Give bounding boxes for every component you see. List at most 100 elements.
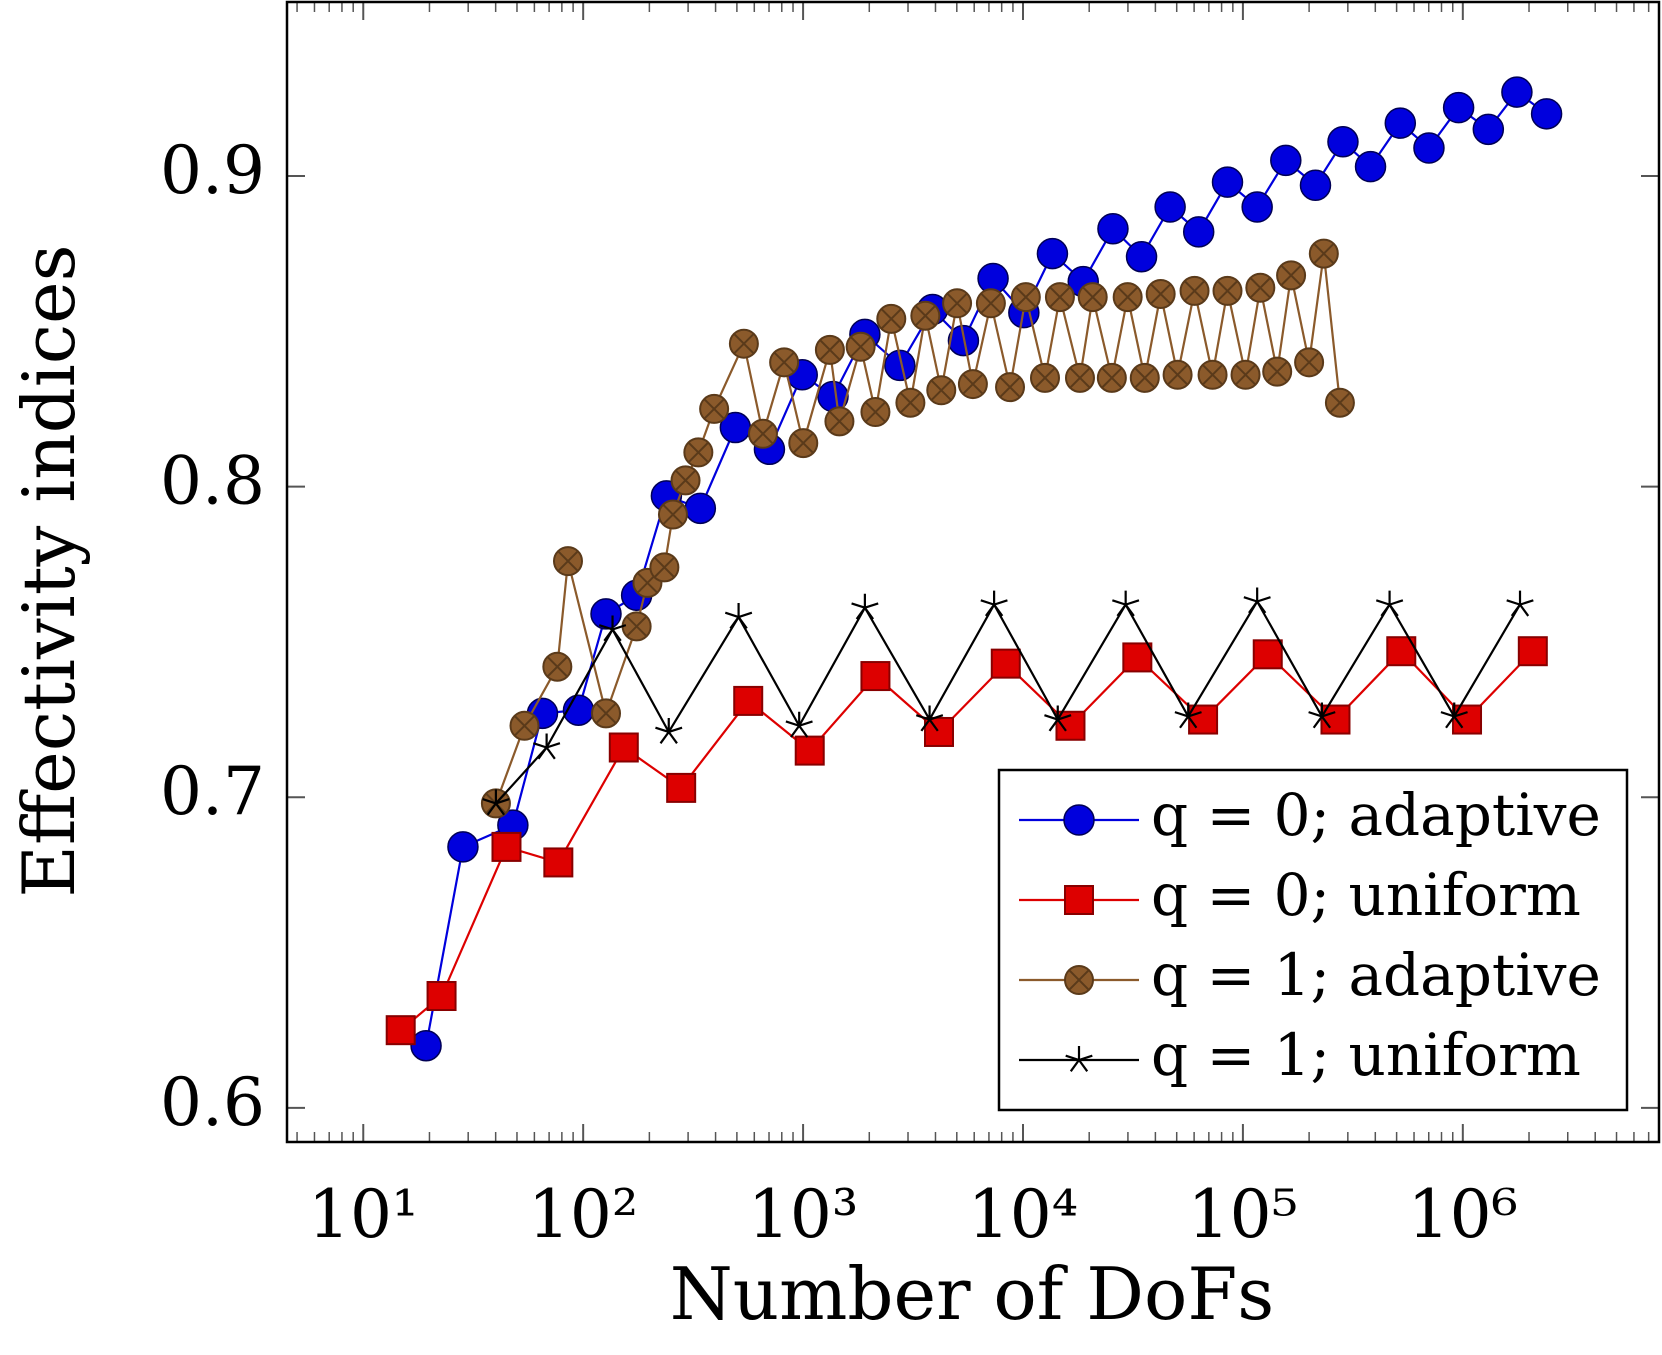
marker-shape xyxy=(590,598,622,630)
marker-shape xyxy=(1112,590,1140,617)
marker-shape xyxy=(1117,286,1139,308)
marker xyxy=(1044,705,1072,732)
marker xyxy=(1188,704,1219,735)
marker-shape xyxy=(1442,91,1475,124)
marker-shape xyxy=(557,550,579,572)
marker-shape xyxy=(946,292,968,314)
marker-shape xyxy=(1280,264,1302,286)
marker xyxy=(552,546,583,577)
marker-shape xyxy=(1472,113,1505,146)
marker-shape xyxy=(999,376,1021,398)
marker xyxy=(1375,590,1404,617)
marker xyxy=(1440,702,1468,729)
marker xyxy=(1243,587,1271,614)
marker xyxy=(1122,642,1153,673)
marker xyxy=(785,711,813,738)
marker xyxy=(1182,216,1215,248)
marker-shape xyxy=(1182,216,1215,248)
marker xyxy=(910,300,941,331)
marker xyxy=(1197,359,1228,390)
marker xyxy=(699,393,730,424)
marker xyxy=(1324,387,1355,418)
marker-shape xyxy=(915,705,944,732)
marker xyxy=(1308,238,1339,269)
marker-shape xyxy=(385,1015,416,1046)
marker-shape xyxy=(773,351,795,373)
marker-shape xyxy=(1150,283,1172,305)
marker xyxy=(788,428,819,459)
marker xyxy=(1530,98,1563,130)
marker-shape xyxy=(851,593,879,620)
marker-shape xyxy=(1354,150,1387,183)
marker xyxy=(1501,76,1533,108)
marker-shape xyxy=(1036,237,1069,270)
marker xyxy=(733,685,764,716)
marker xyxy=(724,603,753,630)
marker xyxy=(1308,702,1336,729)
marker xyxy=(542,651,573,682)
legend-box xyxy=(997,768,1629,1112)
marker xyxy=(1063,804,1095,836)
marker-shape xyxy=(794,735,825,766)
marker-shape xyxy=(1044,705,1072,732)
marker-shape xyxy=(924,716,955,747)
marker-shape xyxy=(1188,704,1219,735)
marker-shape xyxy=(543,847,574,878)
marker-shape xyxy=(792,432,814,454)
marker-shape xyxy=(1375,590,1404,617)
marker xyxy=(1211,166,1244,198)
marker-shape xyxy=(1201,364,1224,386)
marker xyxy=(649,552,680,583)
marker xyxy=(1064,965,1094,995)
marker-shape xyxy=(598,615,627,642)
marker-shape xyxy=(1517,636,1548,667)
marker xyxy=(532,733,561,760)
marker xyxy=(598,615,627,642)
marker-shape xyxy=(1506,590,1534,617)
legend-label: q = 0; adaptive xyxy=(1151,781,1601,849)
marker xyxy=(884,349,916,382)
marker xyxy=(684,492,717,525)
marker-shape xyxy=(608,732,639,763)
marker xyxy=(1327,126,1359,158)
marker-shape xyxy=(410,1029,442,1062)
marker-shape xyxy=(687,441,709,464)
marker xyxy=(995,372,1026,403)
marker-shape xyxy=(1266,361,1288,383)
marker-shape xyxy=(1299,169,1332,202)
marker-shape xyxy=(980,590,1008,617)
marker xyxy=(980,590,1008,617)
marker xyxy=(1230,359,1261,390)
marker-shape xyxy=(1530,98,1563,130)
marker xyxy=(1384,107,1417,139)
marker xyxy=(1064,362,1095,393)
marker xyxy=(845,331,876,362)
marker xyxy=(1252,639,1283,670)
marker-shape xyxy=(860,661,891,692)
marker-shape xyxy=(491,831,522,862)
marker-shape xyxy=(850,336,872,358)
marker-shape xyxy=(1166,364,1189,386)
marker xyxy=(1154,191,1186,223)
marker xyxy=(482,789,510,816)
marker xyxy=(1077,282,1108,313)
marker-shape xyxy=(666,772,697,803)
marker-shape xyxy=(426,981,457,1012)
marker xyxy=(655,717,683,744)
marker xyxy=(1212,275,1243,306)
marker xyxy=(426,981,457,1012)
marker-shape xyxy=(684,492,717,525)
marker-shape xyxy=(1298,351,1320,373)
marker xyxy=(1442,91,1475,124)
marker xyxy=(1174,702,1202,729)
marker-shape xyxy=(513,715,536,737)
marker-shape xyxy=(655,717,683,744)
marker xyxy=(666,772,697,803)
marker-shape xyxy=(653,556,675,578)
marker-shape xyxy=(1122,642,1153,673)
marker xyxy=(385,1015,416,1046)
marker xyxy=(1029,362,1060,393)
marker-shape xyxy=(1125,240,1158,273)
marker xyxy=(895,387,926,418)
marker xyxy=(814,334,845,365)
